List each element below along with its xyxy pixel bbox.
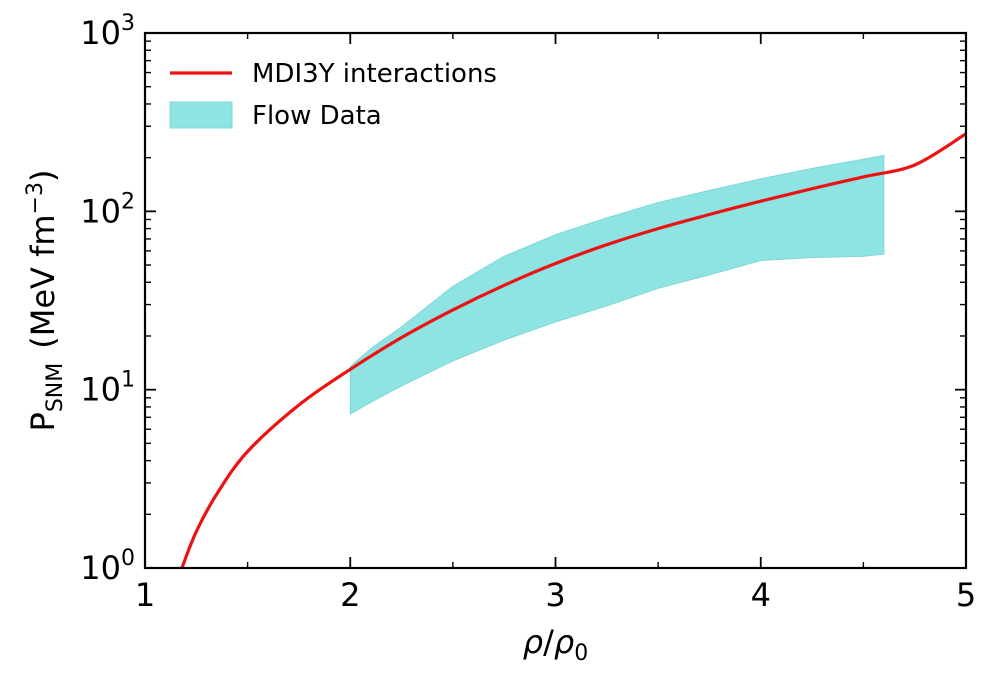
x-axis-label-subscript: 0 bbox=[574, 641, 588, 666]
y-axis-label-superscript: −3 bbox=[23, 182, 48, 214]
y-axis-label-symbol: P bbox=[24, 412, 62, 431]
y-axis-label: PSNM (MeV fm−3) bbox=[23, 170, 68, 432]
x-tick-label: 5 bbox=[956, 576, 976, 614]
y-tick-label-exponent: 1 bbox=[121, 368, 135, 393]
y-axis-label-unit: (MeV fm bbox=[24, 214, 62, 348]
axis-ticks bbox=[144, 32, 967, 569]
y-axis-label-close: ) bbox=[24, 170, 62, 182]
y-tick-label-base: 10 bbox=[80, 14, 121, 52]
legend-label: MDI3Y interactions bbox=[252, 59, 497, 89]
y-tick-label-base: 10 bbox=[80, 192, 121, 230]
plot-area bbox=[180, 132, 966, 568]
x-tick-label: 1 bbox=[135, 576, 155, 614]
y-tick-label: 103 bbox=[80, 11, 135, 52]
y-axis-label-subscript: SNM bbox=[43, 363, 68, 412]
y-tick-label-base: 10 bbox=[80, 371, 121, 409]
x-tick-label: 4 bbox=[751, 576, 771, 614]
legend-band-swatch bbox=[169, 101, 233, 129]
y-tick-label: 102 bbox=[80, 189, 135, 230]
y-tick-label-exponent: 3 bbox=[121, 11, 135, 36]
x-axis-label-rho0: ρ bbox=[554, 623, 574, 661]
y-tick-label-exponent: 2 bbox=[121, 189, 135, 214]
y-tick-label: 100 bbox=[80, 546, 135, 587]
x-axis-label: ρ/ρ0 bbox=[523, 623, 588, 666]
series-flow-data-band bbox=[349, 154, 885, 415]
series-mdi3y-line bbox=[180, 132, 966, 568]
y-tick-label-exponent: 0 bbox=[121, 546, 135, 571]
x-axis-label-rho: ρ bbox=[523, 623, 543, 661]
x-tick-label: 3 bbox=[545, 576, 565, 614]
y-tick-label: 101 bbox=[80, 368, 135, 409]
legend: MDI3Y interactions Flow Data bbox=[169, 59, 497, 131]
x-tick-label: 2 bbox=[340, 576, 360, 614]
legend-label: Flow Data bbox=[252, 101, 382, 131]
plot-clip-group bbox=[180, 132, 966, 568]
y-tick-label-base: 10 bbox=[80, 549, 121, 587]
x-axis-label-slash: / bbox=[543, 623, 554, 661]
